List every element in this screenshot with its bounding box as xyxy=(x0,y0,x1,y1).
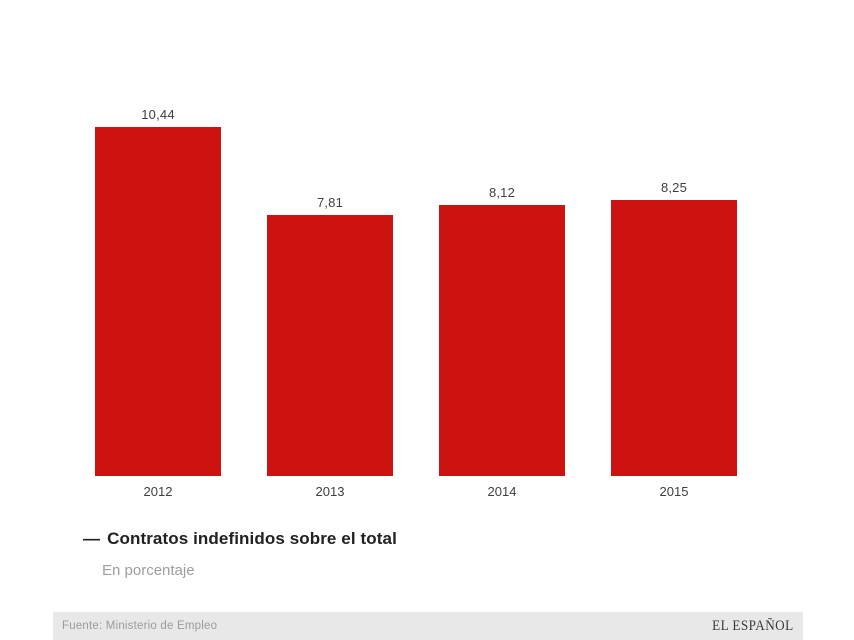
x-axis-label: 2012 xyxy=(143,484,173,499)
bar-chart: 10,44 2012 7,81 2013 8,12 2014 8,25 2015 xyxy=(95,107,737,499)
bar-value-label: 7,81 xyxy=(316,195,344,210)
bar-2014 xyxy=(439,205,565,476)
source-label: Fuente: Ministerio de Empleo xyxy=(62,620,218,632)
x-axis-label: 2014 xyxy=(487,484,517,499)
legend-label: Contratos indefinidos sobre el total xyxy=(107,529,397,548)
bar-value-label: 8,12 xyxy=(488,185,516,200)
x-axis-label: 2015 xyxy=(659,484,689,499)
chart-subtitle: En porcentaje xyxy=(102,562,195,579)
x-axis-label: 2013 xyxy=(315,484,345,499)
bar-value-label: 8,25 xyxy=(660,180,688,195)
bar-2015 xyxy=(611,200,737,476)
bar-2012 xyxy=(95,127,221,476)
bar-2013 xyxy=(267,215,393,476)
bar-value-label: 10,44 xyxy=(141,107,175,122)
chart-legend: — Contratos indefinidos sobre el total xyxy=(83,529,397,549)
footer-bar: Fuente: Ministerio de Empleo EL ESPAÑOL xyxy=(53,612,803,640)
brand-logo: EL ESPAÑOL xyxy=(712,617,794,634)
legend-dash-icon: — xyxy=(83,529,101,548)
